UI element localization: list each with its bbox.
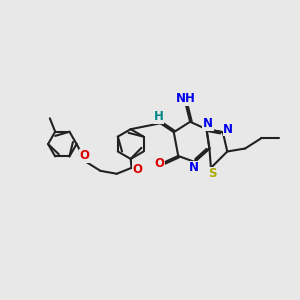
Text: O: O (133, 163, 142, 176)
Text: O: O (154, 157, 164, 170)
Text: O: O (80, 149, 90, 162)
Text: N: N (203, 117, 213, 130)
Text: H: H (154, 110, 164, 123)
Text: N: N (223, 123, 233, 136)
Text: S: S (208, 167, 217, 180)
Text: NH: NH (176, 92, 196, 105)
Text: N: N (189, 161, 199, 174)
